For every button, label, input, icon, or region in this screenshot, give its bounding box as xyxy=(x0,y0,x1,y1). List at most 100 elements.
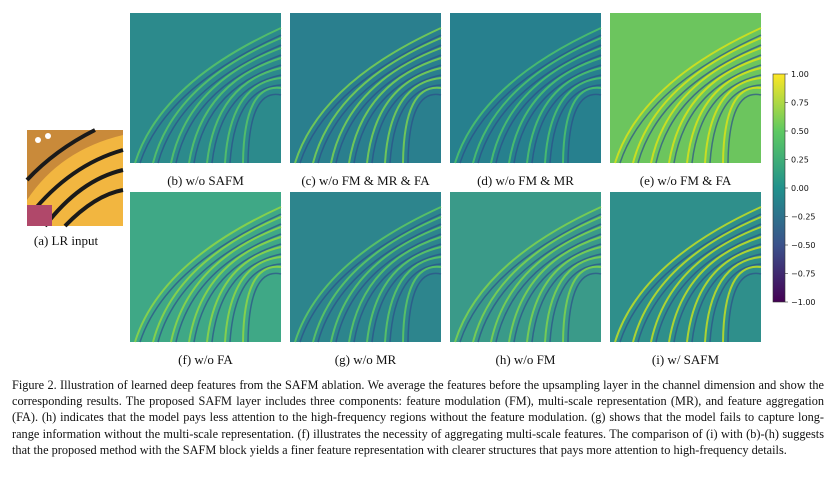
panel-caption: (d) w/o FM & MR xyxy=(477,173,574,188)
feature-structure xyxy=(722,86,762,164)
feature-structure xyxy=(299,213,442,343)
feature-structure xyxy=(175,54,282,164)
feature-structure xyxy=(211,253,282,343)
feature-structure xyxy=(211,74,282,164)
feature-structure xyxy=(727,272,762,343)
colorbar-tick-label: 0.25 xyxy=(791,156,809,165)
feature-structure xyxy=(549,263,602,343)
feature-structure xyxy=(477,223,602,343)
feature-structure xyxy=(477,44,602,164)
colorbar-tick-label: −0.25 xyxy=(791,213,816,222)
feature-structure xyxy=(193,64,282,164)
feature-background xyxy=(610,13,761,163)
feature-structure xyxy=(691,74,762,164)
feature-structure xyxy=(389,263,442,343)
feature-structure xyxy=(152,37,282,164)
feature-structure xyxy=(384,77,442,164)
feature-structure xyxy=(495,233,602,343)
feature-structure xyxy=(330,47,442,164)
feature-structure xyxy=(472,37,602,164)
panel-caption: (h) w/o FM xyxy=(496,352,556,367)
feature-structure xyxy=(335,233,442,343)
feature-map xyxy=(450,192,602,343)
feature-map xyxy=(290,192,442,343)
feature-structure xyxy=(157,223,282,343)
feature-structure xyxy=(632,216,762,343)
feature-structure xyxy=(513,64,602,164)
feature-background xyxy=(450,192,601,342)
panel-caption: (g) w/o MR xyxy=(335,352,397,367)
feature-structure xyxy=(614,206,762,343)
feature-structure xyxy=(637,44,762,164)
colorbar-tick-label: −0.50 xyxy=(791,241,816,250)
feature-structure xyxy=(673,64,762,164)
feature-structure xyxy=(384,256,442,343)
feature-background xyxy=(290,192,441,342)
feature-structure xyxy=(371,253,442,343)
feature-background xyxy=(610,192,761,342)
feature-background xyxy=(130,13,281,163)
feature-structure xyxy=(139,34,282,164)
feature-structure xyxy=(508,236,602,343)
feature-structure xyxy=(668,57,762,164)
colorbar-tick-label: −1.00 xyxy=(791,298,816,307)
feature-structure xyxy=(312,216,442,343)
feature-structure xyxy=(139,213,282,343)
feature-structure xyxy=(407,272,442,343)
feature-structure xyxy=(655,233,762,343)
feature-structure xyxy=(454,27,602,164)
feature-structure xyxy=(188,57,282,164)
colorbar-tick-label: 0.00 xyxy=(791,184,809,193)
feature-structure xyxy=(513,243,602,343)
feature-structure xyxy=(508,57,602,164)
feature-structure xyxy=(454,206,602,343)
feature-structure xyxy=(459,34,602,164)
feature-structure xyxy=(632,37,762,164)
feature-structure xyxy=(722,265,762,343)
feature-map xyxy=(450,13,602,164)
feature-structure xyxy=(299,34,442,164)
feature-structure xyxy=(549,84,602,164)
colorbar-tick-label: 0.75 xyxy=(791,99,809,108)
panel-caption: (c) w/o FM & MR & FA xyxy=(301,173,430,188)
feature-structure xyxy=(188,236,282,343)
feature-structure xyxy=(247,272,282,343)
feature-structure xyxy=(531,253,602,343)
feature-structure xyxy=(472,216,602,343)
feature-structure xyxy=(348,236,442,343)
feature-structure xyxy=(562,265,602,343)
feature-map xyxy=(290,13,442,164)
feature-structure xyxy=(229,84,282,164)
colorbar-tick-label: 1.00 xyxy=(791,70,809,79)
colorbar-tick-label: −0.75 xyxy=(791,270,816,279)
feature-structure xyxy=(709,84,762,164)
colorbar-tick-label: 0.50 xyxy=(791,127,809,136)
feature-map xyxy=(610,192,762,343)
feature-map xyxy=(130,192,282,343)
feature-structure xyxy=(655,54,762,164)
feature-structure xyxy=(294,206,442,343)
feature-map xyxy=(130,13,282,164)
feature-structure xyxy=(193,243,282,343)
feature-background xyxy=(290,13,441,163)
feature-structure xyxy=(531,74,602,164)
figure-caption: Figure 2. Illustration of learned deep f… xyxy=(12,378,824,457)
feature-structure xyxy=(348,57,442,164)
feature-structure xyxy=(650,47,762,164)
panel-caption: (i) w/ SAFM xyxy=(652,352,720,367)
feature-structure xyxy=(614,27,762,164)
feature-structure xyxy=(247,93,282,164)
feature-structure xyxy=(704,77,762,164)
feature-structure xyxy=(526,246,602,343)
feature-structure xyxy=(224,256,282,343)
panel-caption: (a) LR input xyxy=(34,233,99,248)
feature-structure xyxy=(495,54,602,164)
feature-background xyxy=(450,13,601,163)
feature-structure xyxy=(567,272,602,343)
feature-structure xyxy=(353,243,442,343)
panel-caption: (f) w/o FA xyxy=(178,352,233,367)
feature-structure xyxy=(157,44,282,164)
feature-structure xyxy=(402,86,442,164)
feature-structure xyxy=(544,77,602,164)
